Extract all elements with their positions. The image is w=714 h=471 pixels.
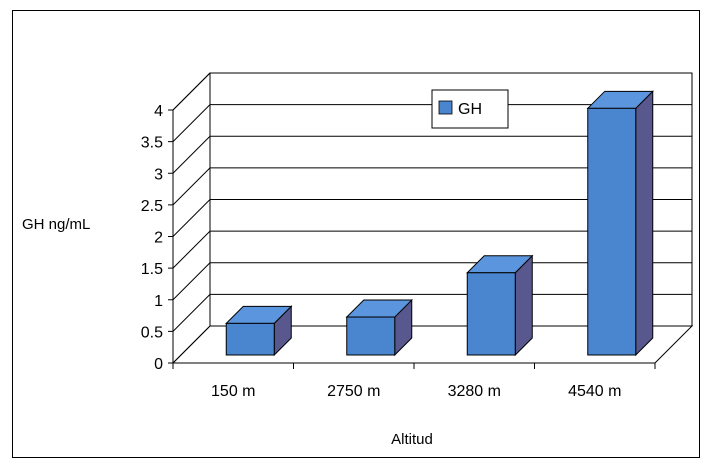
side-gridline (172, 104, 211, 142)
y-tick-label: 0 (154, 356, 163, 373)
x-tick-label: 4540 m (568, 383, 621, 400)
side-gridline (172, 230, 211, 269)
x-tick-label: 3280 m (448, 383, 501, 400)
y-tick-label: 3.5 (141, 135, 163, 152)
bars (225, 90, 654, 357)
y-tick-label: 1 (154, 293, 163, 310)
y-tick-label: 1.5 (141, 261, 163, 278)
x-axis-label: Altitud (391, 431, 433, 448)
legend: GH (431, 89, 509, 129)
bar (345, 298, 413, 357)
legend-swatch (438, 100, 453, 115)
y-axis-top-edge (172, 72, 211, 111)
y-tick-label: 0.5 (141, 324, 163, 341)
bar (586, 90, 654, 357)
axes (168, 72, 656, 369)
labels: GH ng/mL Altitud 0 0.5 1 1.5 2 2.5 3 3.5 4 150 m 2… (22, 103, 621, 448)
bar-front (346, 316, 396, 356)
bar (466, 254, 534, 357)
y-tick-label: 3 (154, 166, 163, 183)
bar-front (466, 272, 516, 356)
y-tick-label: 4 (154, 103, 163, 120)
legend-label: GH (458, 101, 482, 118)
side-gridline (172, 325, 211, 364)
side-gridline (172, 135, 211, 174)
x-tick-label: 150 m (211, 383, 255, 400)
bar-front (587, 107, 637, 356)
bar (225, 305, 293, 357)
side-gridline (172, 167, 211, 206)
x-tick-label: 2750 m (327, 383, 380, 400)
side-gridline (172, 262, 211, 301)
y-axis-label: GH ng/mL (22, 216, 90, 233)
side-gridline (172, 199, 211, 237)
y-tick-label: 2 (154, 230, 163, 247)
bar-side (635, 90, 654, 357)
bar-front (225, 322, 275, 356)
y-tick-label: 2.5 (141, 198, 163, 215)
side-gridline (172, 294, 211, 332)
